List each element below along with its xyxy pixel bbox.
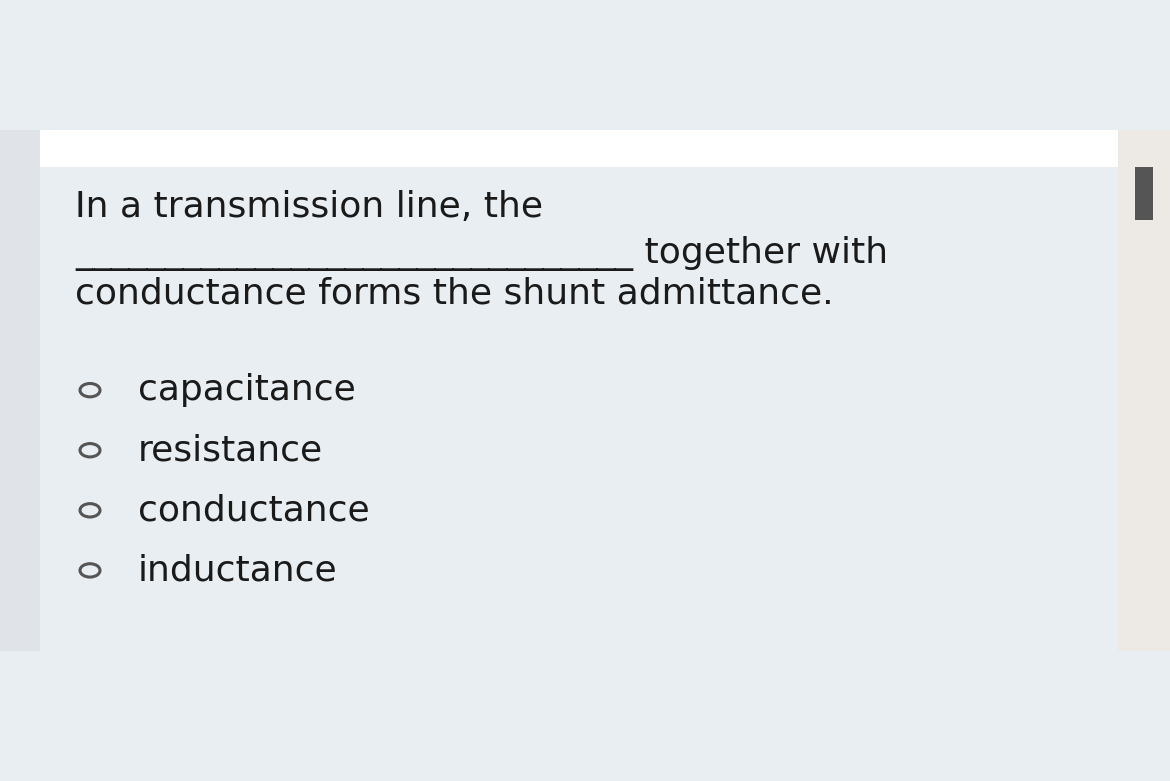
Text: conductance forms the shunt admittance.: conductance forms the shunt admittance. bbox=[75, 276, 833, 310]
Text: _______________________________ together with: _______________________________ together… bbox=[75, 236, 888, 271]
Text: inductance: inductance bbox=[138, 554, 338, 587]
Text: conductance: conductance bbox=[138, 494, 370, 527]
Bar bbox=[1135, 166, 1152, 220]
Bar bbox=[40, 130, 1119, 166]
Bar bbox=[1119, 130, 1170, 651]
Text: In a transmission line, the: In a transmission line, the bbox=[75, 190, 543, 223]
Text: resistance: resistance bbox=[138, 433, 323, 467]
Bar bbox=[0, 130, 40, 651]
Text: capacitance: capacitance bbox=[138, 373, 356, 407]
